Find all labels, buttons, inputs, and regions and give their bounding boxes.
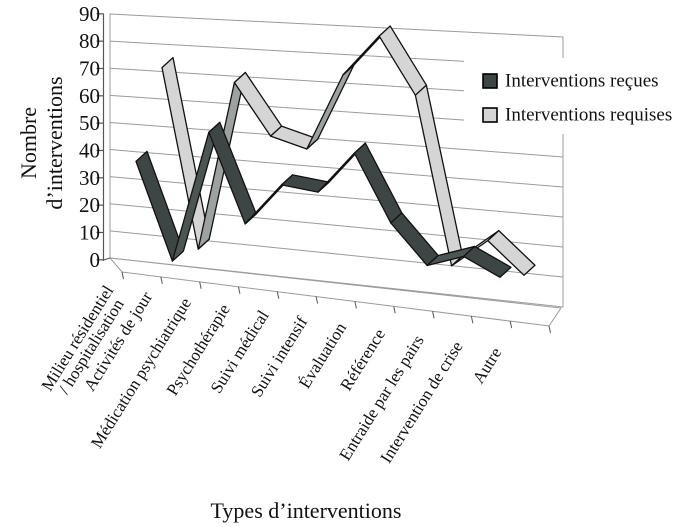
y-axis-title: Nombred’interventions	[16, 76, 67, 209]
x-axis-tick	[548, 325, 551, 334]
y-tick-label: 10	[79, 220, 100, 244]
ribbon-segment	[487, 229, 536, 276]
y-tick-label: 60	[79, 84, 100, 108]
y-tick-label: 0	[90, 248, 101, 272]
x-axis-tick	[121, 271, 124, 280]
x-axis-tick	[470, 316, 474, 324]
y-tick-label: 40	[79, 138, 100, 162]
legend-swatch	[482, 73, 498, 89]
y-tick-label: 70	[79, 56, 100, 80]
axis-floor-joint	[103, 257, 111, 261]
y-axis-title-line: d’interventions	[42, 76, 67, 209]
y-tick-label: 80	[79, 29, 100, 53]
x-axis-tick	[276, 291, 280, 299]
x-axis-tick	[354, 301, 357, 309]
ribbon-segment	[462, 245, 512, 278]
x-axis-tick	[237, 286, 241, 294]
y-tick-label: 50	[79, 111, 100, 135]
legend-label: Interventions requises	[505, 105, 672, 126]
legend-background	[464, 58, 699, 134]
x-axis-tick	[199, 281, 202, 289]
x-axis-tick	[509, 320, 513, 329]
legend-label: Interventions reçues	[505, 71, 659, 92]
series-recues	[135, 121, 512, 278]
y-axis-title-line: Nombre	[16, 107, 41, 179]
y-tick-label: 20	[79, 193, 100, 217]
x-axis-tick	[432, 311, 435, 319]
legend-swatch	[482, 107, 498, 123]
x-axis-title: Types d’interventions	[211, 498, 402, 523]
y-tick-label: 30	[79, 166, 100, 190]
category-label: Autre	[469, 344, 506, 387]
x-axis-tick	[160, 276, 163, 285]
x-axis-tick	[315, 296, 319, 304]
x-axis-tick	[393, 306, 396, 314]
legend: Interventions reçues Interventions requis…	[464, 58, 699, 134]
y-tick-label: 90	[79, 2, 100, 26]
